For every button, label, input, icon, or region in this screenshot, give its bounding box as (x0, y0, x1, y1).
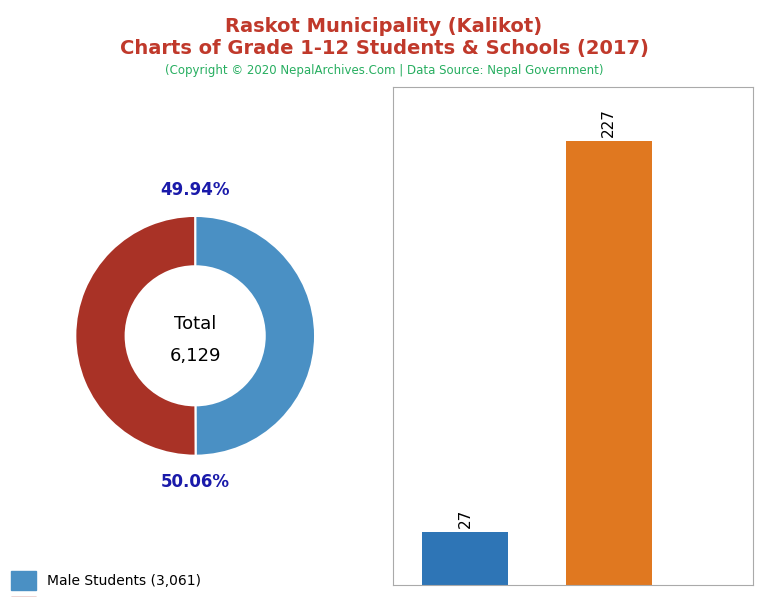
Text: Total: Total (174, 315, 217, 333)
Text: (Copyright © 2020 NepalArchives.Com | Data Source: Nepal Government): (Copyright © 2020 NepalArchives.Com | Da… (165, 64, 603, 77)
Wedge shape (195, 216, 315, 456)
Bar (422, 533, 508, 585)
Text: 27: 27 (458, 509, 472, 528)
Text: Raskot Municipality (Kalikot): Raskot Municipality (Kalikot) (226, 17, 542, 36)
Text: Charts of Grade 1-12 Students & Schools (2017): Charts of Grade 1-12 Students & Schools … (120, 39, 648, 58)
Text: 6,129: 6,129 (170, 347, 221, 365)
Bar (565, 141, 652, 585)
Text: 50.06%: 50.06% (161, 473, 230, 491)
Legend: Male Students (3,061), Female Students (3,068): Male Students (3,061), Female Students (… (5, 564, 226, 597)
Wedge shape (75, 216, 196, 456)
Text: 227: 227 (601, 109, 616, 137)
Text: 49.94%: 49.94% (161, 180, 230, 199)
